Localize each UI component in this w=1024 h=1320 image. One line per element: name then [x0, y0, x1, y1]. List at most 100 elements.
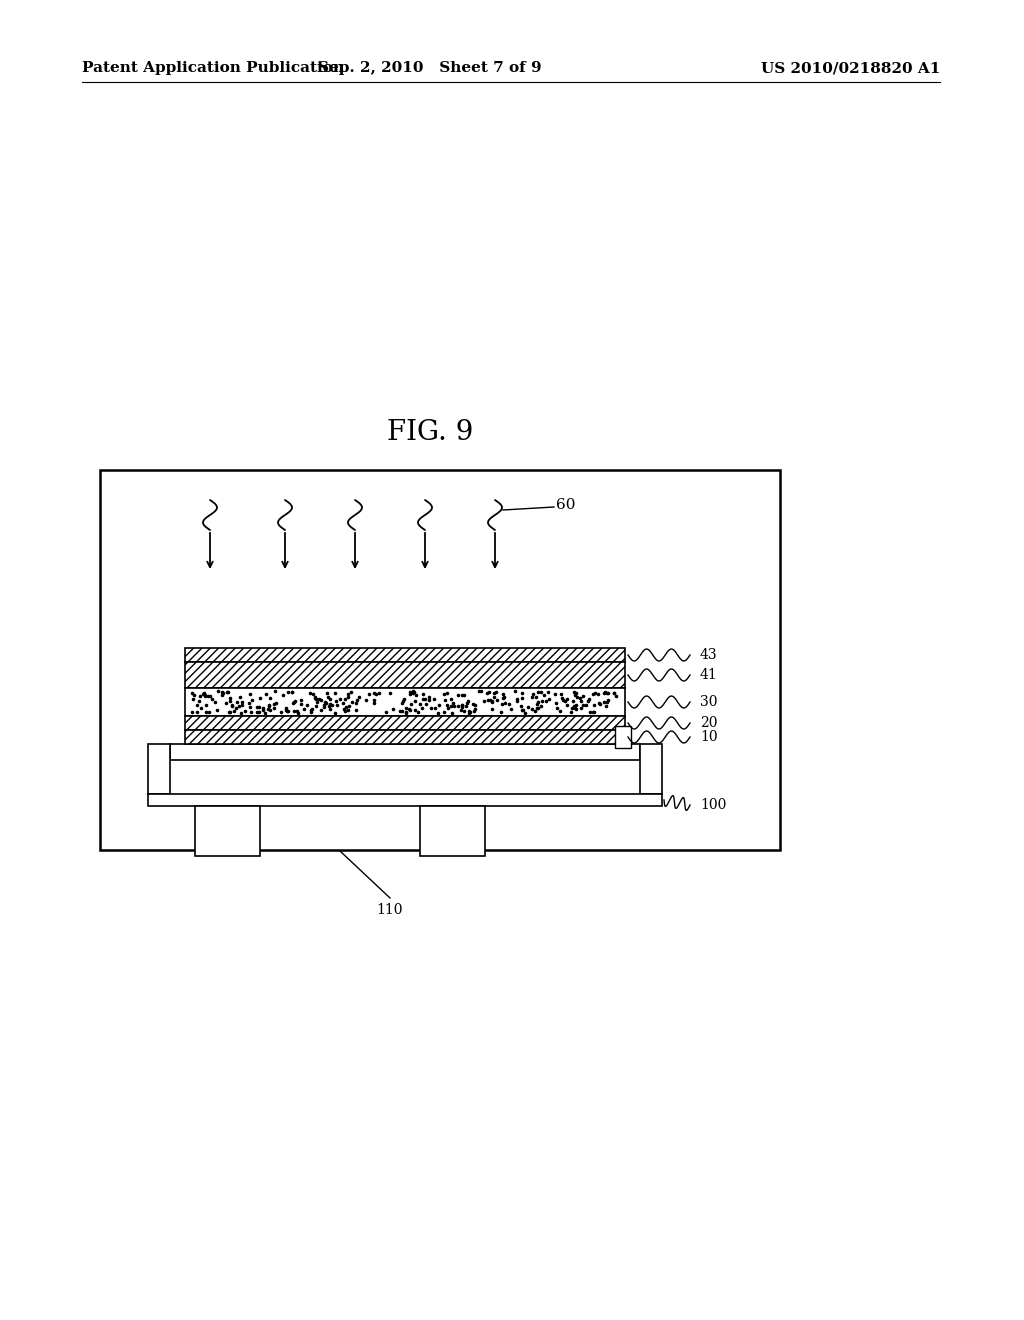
Point	[281, 701, 297, 722]
Point	[501, 693, 517, 714]
Point	[349, 689, 366, 710]
Point	[408, 684, 424, 705]
Text: 41: 41	[700, 668, 718, 682]
Point	[540, 681, 556, 702]
Point	[575, 685, 592, 706]
Point	[202, 701, 218, 722]
Point	[286, 692, 302, 713]
Point	[340, 682, 356, 704]
Point	[427, 697, 443, 718]
Point	[351, 686, 368, 708]
Point	[572, 690, 589, 711]
Point	[261, 694, 278, 715]
Point	[548, 693, 564, 714]
Bar	[420, 807, 485, 855]
Point	[417, 689, 433, 710]
Point	[514, 682, 530, 704]
Point	[348, 693, 365, 714]
Point	[210, 681, 226, 702]
Point	[606, 682, 623, 704]
Point	[315, 697, 332, 718]
Point	[559, 688, 575, 709]
Point	[481, 681, 498, 702]
Point	[454, 700, 470, 721]
Point	[574, 694, 591, 715]
Bar	[615, 726, 631, 748]
Point	[242, 684, 258, 705]
Point	[196, 682, 212, 704]
Point	[255, 700, 271, 721]
Point	[493, 701, 509, 722]
Point	[572, 688, 589, 709]
Point	[430, 702, 446, 723]
Point	[414, 697, 430, 718]
Text: Sep. 2, 2010   Sheet 7 of 9: Sep. 2, 2010 Sheet 7 of 9	[318, 61, 542, 75]
Point	[258, 684, 274, 705]
Point	[339, 686, 355, 708]
Point	[329, 694, 345, 715]
Bar	[185, 730, 625, 744]
Point	[530, 698, 547, 719]
Point	[266, 697, 283, 718]
Point	[341, 696, 357, 717]
Point	[284, 681, 300, 702]
Point	[284, 681, 300, 702]
Text: 100: 100	[700, 799, 726, 812]
Point	[404, 681, 421, 702]
Point	[218, 692, 234, 713]
Point	[567, 694, 584, 715]
Point	[220, 702, 237, 723]
Point	[421, 686, 437, 708]
Point	[368, 684, 384, 705]
Point	[440, 698, 457, 719]
Point	[552, 700, 568, 721]
Point	[439, 682, 456, 704]
Point	[305, 684, 322, 705]
Point	[371, 682, 387, 704]
Point	[338, 696, 354, 717]
Point	[394, 701, 411, 722]
Point	[397, 701, 414, 722]
Point	[385, 698, 401, 719]
Point	[398, 702, 415, 723]
Point	[534, 690, 550, 711]
Point	[322, 693, 338, 714]
Point	[242, 696, 258, 717]
Point	[215, 682, 231, 704]
Point	[565, 681, 582, 702]
Point	[404, 682, 421, 704]
Point	[529, 693, 546, 714]
Point	[312, 700, 329, 721]
Point	[193, 697, 209, 718]
Point	[532, 696, 549, 717]
Point	[358, 689, 375, 710]
Point	[195, 684, 211, 705]
Point	[553, 682, 569, 704]
Point	[262, 688, 279, 709]
Point	[444, 702, 461, 723]
Point	[394, 690, 411, 711]
Point	[184, 688, 201, 709]
Point	[442, 696, 459, 717]
Point	[462, 701, 478, 722]
Point	[290, 702, 306, 723]
Point	[214, 685, 230, 706]
Point	[280, 681, 296, 702]
Point	[534, 681, 550, 702]
Point	[484, 690, 501, 711]
Point	[527, 686, 544, 708]
Point	[332, 688, 348, 709]
Point	[473, 681, 489, 702]
Point	[337, 688, 353, 709]
Bar	[100, 470, 780, 850]
Point	[321, 696, 337, 717]
Point	[579, 694, 595, 715]
Point	[251, 701, 267, 722]
Text: 30: 30	[700, 696, 718, 709]
Point	[343, 681, 359, 702]
Bar	[185, 663, 625, 688]
Point	[547, 684, 563, 705]
Point	[280, 700, 296, 721]
Point	[306, 688, 323, 709]
Point	[485, 682, 502, 704]
